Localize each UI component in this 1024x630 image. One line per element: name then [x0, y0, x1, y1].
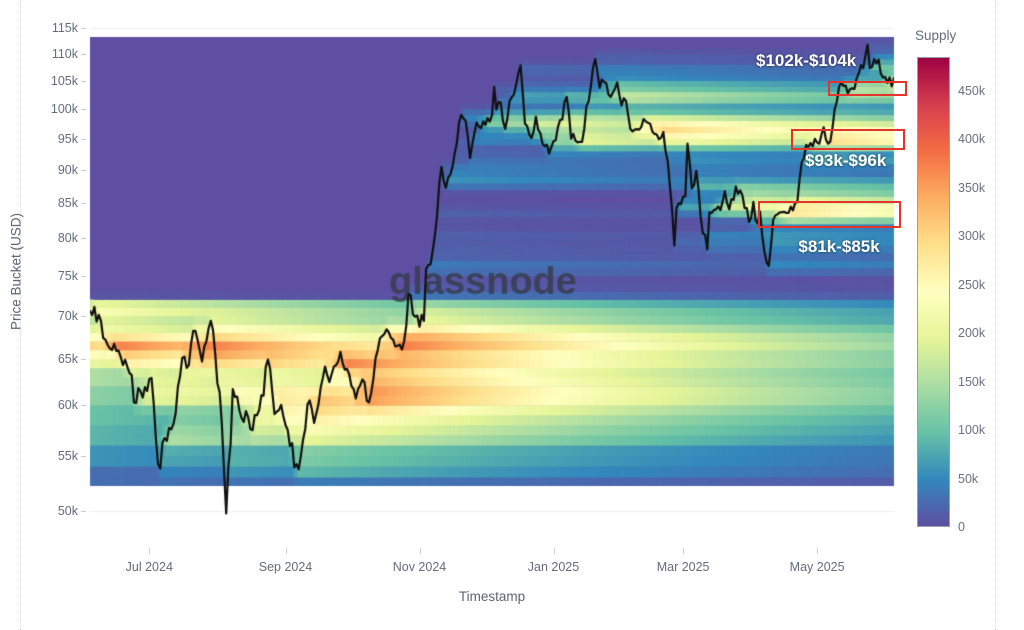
x-tick-label: Jan 2025 — [527, 560, 580, 574]
colorbar-tick-label: 400k — [958, 132, 986, 147]
x-tick-mark — [285, 548, 287, 554]
y-tick-label: 55k — [57, 448, 78, 463]
price-range-annotation-label: $93k-$96k — [805, 151, 887, 171]
y-tick-label: 85k — [57, 196, 78, 211]
y-tick-label: 65k — [57, 351, 78, 366]
x-tick-label: May 2025 — [789, 560, 845, 574]
colorbar-tick-label: 0 — [958, 520, 965, 534]
y-tick-label: 110k — [51, 46, 78, 61]
y-tick-label: 70k — [57, 308, 78, 323]
y-tick-mark — [81, 455, 86, 457]
x-tick-mark — [419, 548, 421, 554]
colorbar-tick-label: 300k — [958, 229, 986, 244]
x-tick-mark — [553, 548, 555, 554]
y-tick-label: 115k — [51, 20, 78, 35]
x-axis-title: Timestamp — [458, 589, 526, 604]
left-dotted-border — [20, 0, 21, 630]
price-range-annotation-box — [790, 129, 905, 150]
y-tick-label: 60k — [57, 398, 78, 413]
colorbar-tick-label: 350k — [958, 180, 986, 195]
y-tick-label: 95k — [57, 131, 78, 146]
y-tick-label: 50k — [57, 504, 78, 518]
y-tick-mark — [81, 275, 86, 277]
x-tick-mark — [683, 548, 685, 554]
x-tick-mark — [817, 548, 819, 554]
y-tick-mark — [81, 80, 86, 82]
y-tick-mark — [81, 315, 86, 317]
y-tick-mark — [81, 138, 86, 140]
colorbar-tick-label: 200k — [958, 326, 986, 341]
heatmap-plot-canvas[interactable] — [85, 20, 905, 530]
right-dotted-border — [995, 0, 996, 630]
x-tick-label: Sep 2024 — [258, 560, 313, 574]
supply-colorbar — [917, 57, 950, 527]
price-range-annotation-box — [757, 200, 901, 228]
colorbar-tick-label: 450k — [958, 83, 986, 98]
y-tick-mark — [81, 511, 86, 512]
y-tick-label: 105k — [50, 73, 78, 88]
y-tick-mark — [81, 170, 86, 172]
y-tick-mark — [81, 238, 86, 240]
colorbar-tick-label: 150k — [958, 374, 986, 389]
y-tick-mark — [81, 405, 86, 407]
y-tick-mark — [81, 27, 86, 29]
colorbar-title: Supply — [915, 28, 957, 43]
y-tick-mark — [81, 358, 86, 360]
y-tick-label: 100k — [50, 102, 78, 116]
x-tick-label: Nov 2024 — [392, 560, 447, 574]
price-range-annotation-label: $81k-$85k — [798, 237, 880, 257]
y-tick-label: 75k — [57, 268, 78, 283]
colorbar-tick-label: 50k — [958, 471, 979, 486]
y-tick-mark — [81, 203, 86, 205]
y-tick-label: 80k — [57, 231, 78, 246]
price-range-annotation-box — [828, 81, 908, 96]
price-range-annotation-label: $102k-$104k — [756, 51, 857, 71]
y-tick-mark — [81, 109, 86, 110]
y-tick-mark — [81, 53, 86, 55]
x-tick-label: Mar 2025 — [656, 560, 710, 574]
x-tick-label: Jul 2024 — [125, 560, 173, 574]
colorbar-tick-label: 100k — [958, 423, 986, 438]
x-tick-mark — [149, 548, 151, 554]
colorbar-tick-label: 250k — [958, 277, 986, 292]
y-tick-label: 90k — [57, 163, 78, 178]
